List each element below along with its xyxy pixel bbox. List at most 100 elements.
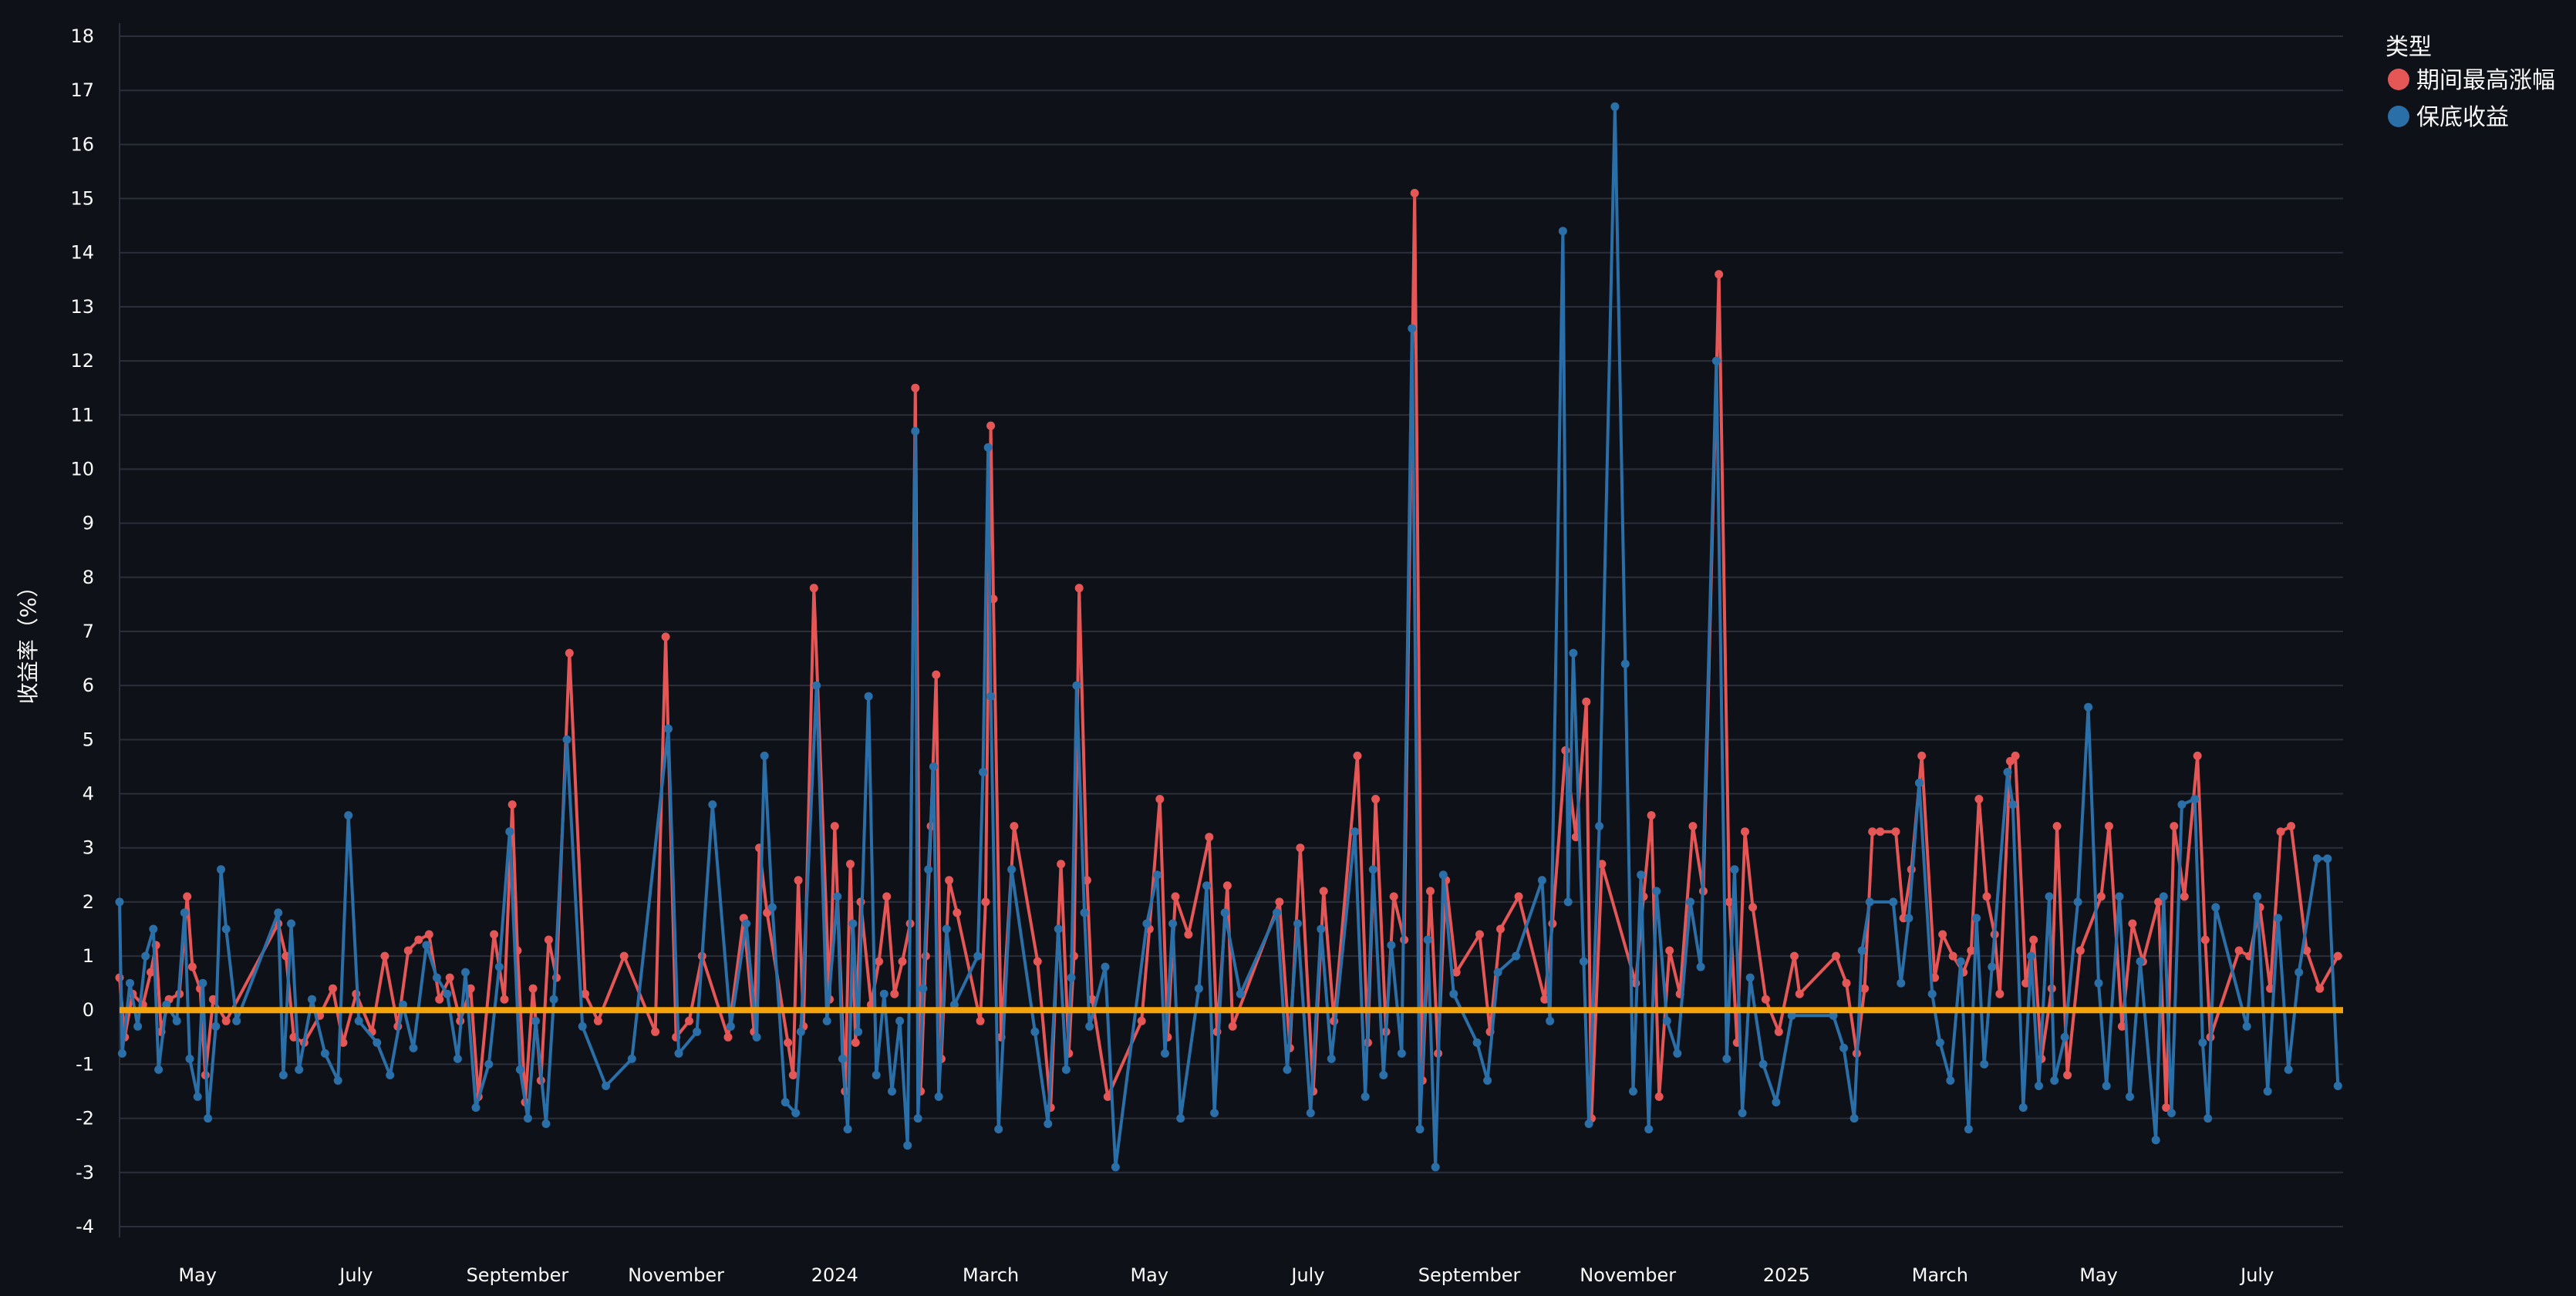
data-point (890, 989, 899, 998)
y-tick-label: 18 (70, 25, 94, 47)
data-point (929, 762, 938, 771)
legend-item[interactable]: 保底收益 (2388, 104, 2509, 131)
x-tick-label: 2024 (811, 1264, 858, 1286)
data-point (913, 1114, 922, 1123)
data-point (986, 692, 996, 701)
data-point (1389, 892, 1398, 901)
data-point (466, 984, 475, 993)
data-point (1967, 946, 1976, 955)
y-tick-label: -1 (76, 1053, 94, 1075)
data-point (1904, 914, 1913, 923)
data-point (126, 978, 134, 988)
data-point (443, 989, 452, 998)
data-point (2026, 951, 2035, 961)
data-point (848, 919, 858, 928)
data-point (2180, 892, 2189, 901)
data-point (1236, 989, 1245, 998)
data-point (781, 1098, 790, 1107)
data-point (1748, 903, 1758, 912)
data-point (1101, 962, 1110, 971)
data-point (685, 1016, 693, 1025)
data-point (1938, 930, 1947, 939)
data-point (627, 1054, 636, 1063)
data-point (180, 908, 189, 917)
data-point (1350, 827, 1360, 837)
data-point (162, 1000, 171, 1009)
legend-item[interactable]: 期间最高涨幅 (2388, 67, 2555, 94)
data-point (767, 903, 777, 912)
data-point (2203, 1114, 2213, 1123)
data-point (1142, 919, 1151, 928)
data-point (1972, 914, 1981, 923)
data-point (981, 897, 990, 907)
data-point (490, 930, 499, 939)
data-point (838, 1054, 847, 1063)
data-point (1917, 751, 1927, 760)
data-point (1745, 973, 1755, 982)
data-point (1540, 995, 1549, 1004)
data-point (1184, 930, 1193, 939)
data-point (147, 968, 155, 977)
data-point (432, 973, 441, 982)
data-point (708, 800, 717, 810)
data-point (830, 822, 839, 831)
data-point (924, 865, 933, 874)
data-point (1946, 1076, 1955, 1085)
data-point (154, 1065, 164, 1074)
data-point (1397, 1049, 1406, 1058)
data-point (1161, 1049, 1169, 1058)
data-point (1956, 957, 1965, 966)
data-point (2011, 751, 2020, 760)
data-point (2263, 1087, 2272, 1096)
data-point (1935, 1038, 1944, 1047)
data-point (723, 1032, 733, 1042)
data-point (1452, 968, 1461, 977)
y-tick-label: -3 (76, 1162, 94, 1183)
data-point (117, 1049, 126, 1058)
data-point (2151, 1136, 2160, 1145)
data-point (2115, 892, 2124, 901)
data-point (619, 951, 629, 961)
data-point (1085, 1022, 1094, 1031)
data-point (1493, 968, 1502, 977)
data-point (843, 1125, 852, 1134)
data-point (994, 1125, 1003, 1134)
data-point (1637, 870, 1646, 880)
data-point (578, 1022, 587, 1031)
data-point (651, 1027, 660, 1036)
data-point (1426, 887, 1435, 896)
data-point (1546, 1016, 1555, 1025)
data-point (1514, 892, 1523, 901)
data-point (2162, 1103, 2171, 1113)
data-point (1897, 978, 1906, 988)
data-point (854, 1027, 863, 1036)
data-point (1194, 984, 1203, 993)
data-point (344, 811, 353, 820)
data-point (976, 1016, 985, 1025)
data-point (1317, 924, 1326, 934)
data-point (833, 892, 842, 901)
data-point (1652, 887, 1661, 896)
x-tick-label: November (628, 1264, 724, 1286)
data-point (528, 984, 538, 993)
data-point (1686, 897, 1695, 907)
data-point (1741, 827, 1749, 837)
data-point (1472, 1038, 1482, 1047)
data-point (812, 681, 821, 690)
data-point (1964, 1125, 1973, 1134)
data-point (1842, 978, 1851, 988)
data-point (232, 1016, 241, 1025)
data-point (133, 1022, 143, 1031)
data-point (788, 1071, 797, 1079)
data-point (445, 973, 454, 982)
data-point (2035, 1082, 2043, 1090)
data-point (809, 584, 818, 593)
data-point (791, 1109, 801, 1118)
data-point (1137, 1016, 1146, 1025)
data-point (549, 995, 558, 1004)
data-point (2075, 946, 2085, 955)
data-point (1787, 1011, 1796, 1020)
